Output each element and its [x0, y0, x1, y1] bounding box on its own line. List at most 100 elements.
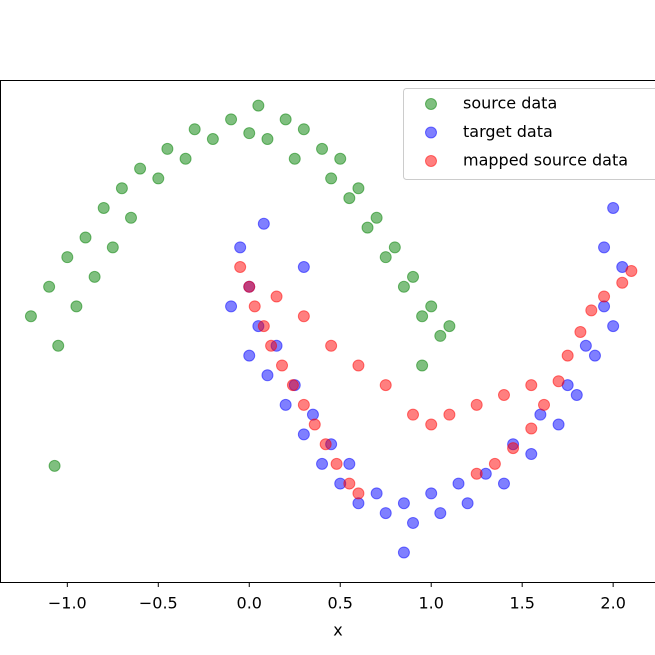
point: [425, 487, 438, 500]
point: [625, 264, 638, 277]
point: [134, 162, 147, 175]
point: [407, 408, 420, 421]
point: [234, 241, 247, 254]
point: [361, 221, 374, 234]
point: [257, 320, 270, 333]
point: [243, 349, 256, 362]
point: [261, 369, 274, 382]
point: [470, 467, 483, 480]
point: [538, 398, 551, 411]
point: [188, 123, 201, 136]
point: [379, 251, 392, 264]
point: [52, 339, 65, 352]
x-tick-label: 1.5: [509, 594, 534, 613]
x-tick-label: 0.5: [328, 594, 353, 613]
point: [265, 339, 278, 352]
point: [225, 113, 238, 126]
legend-label: target data: [463, 122, 553, 141]
point: [24, 310, 37, 323]
point: [616, 276, 629, 289]
x-tick-label: 1.0: [418, 594, 443, 613]
point: [257, 217, 270, 230]
point: [297, 123, 310, 136]
point: [243, 280, 256, 293]
point: [243, 127, 256, 140]
point: [525, 379, 538, 392]
point: [325, 172, 338, 185]
point: [330, 457, 343, 470]
point: [161, 142, 174, 155]
point: [525, 422, 538, 435]
point: [97, 201, 110, 214]
legend-label: source data: [463, 94, 557, 113]
point: [343, 192, 356, 205]
x-tick-label: 2.0: [600, 594, 625, 613]
point: [416, 310, 429, 323]
point: [297, 398, 310, 411]
point: [488, 457, 501, 470]
point: [252, 99, 265, 112]
legend-box: [403, 88, 655, 180]
point: [43, 280, 56, 293]
point: [370, 211, 383, 224]
legend-label: mapped source data: [463, 151, 628, 170]
point: [379, 507, 392, 520]
point: [470, 398, 483, 411]
point: [452, 477, 465, 490]
point: [598, 241, 611, 254]
point: [70, 300, 83, 313]
point: [288, 152, 301, 165]
point: [552, 375, 565, 388]
point: [579, 339, 592, 352]
point: [125, 211, 137, 224]
point: [407, 270, 420, 283]
point: [434, 507, 447, 520]
point: [248, 300, 261, 313]
point: [79, 231, 92, 244]
point: [461, 497, 474, 510]
point: [206, 133, 219, 146]
point: [352, 359, 365, 372]
point: [507, 442, 520, 455]
point: [270, 290, 283, 303]
x-tick-label: −0.5: [139, 594, 178, 613]
point: [425, 300, 438, 313]
x-tick-label: 0.0: [237, 594, 262, 613]
point: [306, 408, 319, 421]
point: [570, 388, 583, 401]
point: [497, 388, 510, 401]
point: [607, 201, 620, 214]
point: [88, 270, 101, 283]
point: [561, 349, 574, 362]
point: [352, 182, 365, 195]
point: [106, 241, 119, 254]
point: [61, 251, 74, 264]
point: [443, 408, 456, 421]
point: [308, 418, 321, 431]
point: [598, 290, 611, 303]
point: [425, 418, 438, 431]
legend-marker: [425, 126, 437, 139]
point: [152, 172, 165, 185]
point: [325, 339, 338, 352]
point: [443, 320, 456, 333]
point: [334, 152, 347, 165]
x-tick-label: −1.0: [48, 594, 87, 613]
legend-marker: [425, 98, 437, 110]
point: [179, 152, 192, 165]
point: [261, 133, 274, 146]
point: [388, 241, 401, 254]
point: [286, 379, 299, 392]
point: [585, 304, 598, 317]
point: [397, 280, 410, 293]
point: [552, 418, 565, 431]
point: [297, 261, 310, 274]
legend-marker: [425, 155, 437, 167]
point: [607, 320, 620, 333]
point: [407, 516, 420, 529]
plot-frame: [0, 80, 655, 583]
point: [434, 329, 447, 342]
point: [352, 487, 365, 500]
